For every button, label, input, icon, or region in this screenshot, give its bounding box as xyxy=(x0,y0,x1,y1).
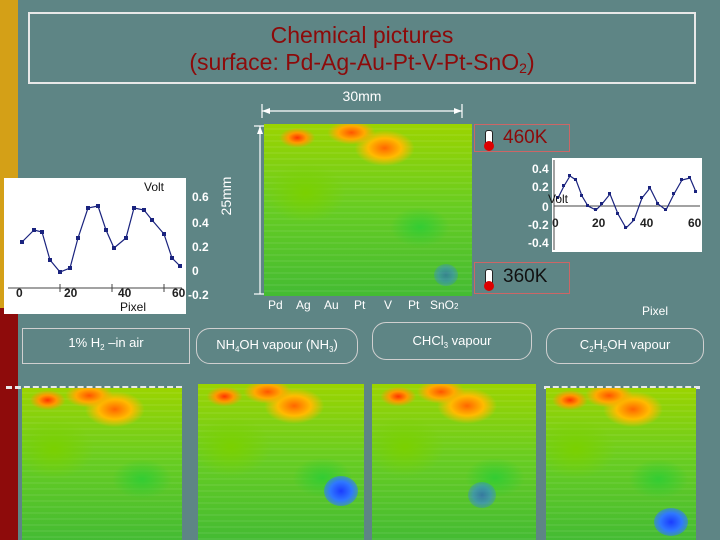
temperature-460-box: 460K xyxy=(474,124,570,152)
map-chcl3 xyxy=(372,384,536,540)
right-ytick-neg02: -0.2 xyxy=(528,218,549,232)
left-ytick-02: 0.2 xyxy=(192,240,209,254)
label-v: V xyxy=(384,298,393,312)
title-line-1: Chemical pictures xyxy=(270,22,454,48)
width-scale: 30mm xyxy=(258,88,466,118)
right-ytick-02: 0.2 xyxy=(532,180,549,194)
left-profile-plot: Volt Pixel 0 20 40 60 0.6 0.4 0.2 0 -0.2 xyxy=(4,178,220,314)
dashed-line-right xyxy=(544,386,700,389)
label-pt-2: Pt xyxy=(408,298,420,312)
left-xtick-0: 0 xyxy=(16,286,23,300)
label-pd: Pd xyxy=(268,298,283,312)
right-plot-xlabel: Pixel xyxy=(642,304,669,318)
right-xtick-0: 0 xyxy=(552,216,559,230)
width-scale-arrow xyxy=(261,104,463,118)
thermometer-bulb-icon xyxy=(484,281,494,291)
exposure-label-nh3: NH4OH vapour (NH3) xyxy=(196,328,358,364)
temperature-360-box: 360K xyxy=(474,262,570,294)
right-plot-svg xyxy=(553,160,700,250)
width-scale-label: 30mm xyxy=(342,88,382,104)
left-xtick-60: 60 xyxy=(172,286,186,300)
exposure-label-ethanol: C2H5OH vapour xyxy=(546,328,704,364)
exposure-label-h2: 1% H2 –in air xyxy=(22,328,190,364)
label-ag: Ag xyxy=(296,298,311,312)
height-scale-label: 25mm xyxy=(218,176,234,216)
map-h2 xyxy=(22,388,182,540)
left-plot-ylabel: Volt xyxy=(144,180,165,194)
label-sno2: SnO2 xyxy=(430,298,459,312)
right-xtick-60: 60 xyxy=(688,216,702,230)
main-chemical-map xyxy=(264,124,472,296)
map-ethanol xyxy=(546,388,696,540)
left-ytick-0: 0 xyxy=(192,264,199,278)
right-ytick-neg04: -0.4 xyxy=(528,236,549,250)
right-profile-plot: Volt 0.4 0.2 0 -0.2 -0.4 0 20 40 60 Pixe… xyxy=(528,158,712,324)
left-ytick-04: 0.4 xyxy=(192,216,209,230)
left-plot-xlabel: Pixel xyxy=(120,300,147,314)
dashed-line-left xyxy=(6,386,182,389)
left-plot-area xyxy=(4,178,186,314)
title-box: Chemical pictures (surface: Pd-Ag-Au-Pt-… xyxy=(28,12,696,84)
exposure-label-chcl3: CHCl3 vapour xyxy=(372,322,532,360)
label-au: Au xyxy=(324,298,339,312)
right-xtick-20: 20 xyxy=(592,216,606,230)
temperature-360-label: 360K xyxy=(503,266,548,287)
right-xtick-40: 40 xyxy=(640,216,654,230)
right-plot-ylabel: Volt xyxy=(548,192,569,206)
temperature-460-label: 460K xyxy=(503,127,548,148)
accent-band-red xyxy=(0,308,18,540)
right-ytick-04: 0.4 xyxy=(532,162,549,176)
left-ytick-06: 0.6 xyxy=(192,190,209,204)
left-plot-svg xyxy=(8,204,182,292)
thermometer-bulb-icon xyxy=(484,141,494,151)
height-scale-arrow xyxy=(254,125,266,295)
surface-labels: Pd Ag Au Pt V Pt SnO2 xyxy=(268,298,468,316)
label-pt: Pt xyxy=(354,298,366,312)
left-ytick-neg02: -0.2 xyxy=(188,288,209,302)
title-line-2: (surface: Pd-Ag-Au-Pt-V-Pt-SnO2) xyxy=(189,49,535,76)
left-xtick-20: 20 xyxy=(64,286,78,300)
left-xtick-40: 40 xyxy=(118,286,132,300)
right-ytick-0: 0 xyxy=(542,200,549,214)
map-nh3 xyxy=(198,384,364,540)
right-plot-area xyxy=(552,158,702,252)
